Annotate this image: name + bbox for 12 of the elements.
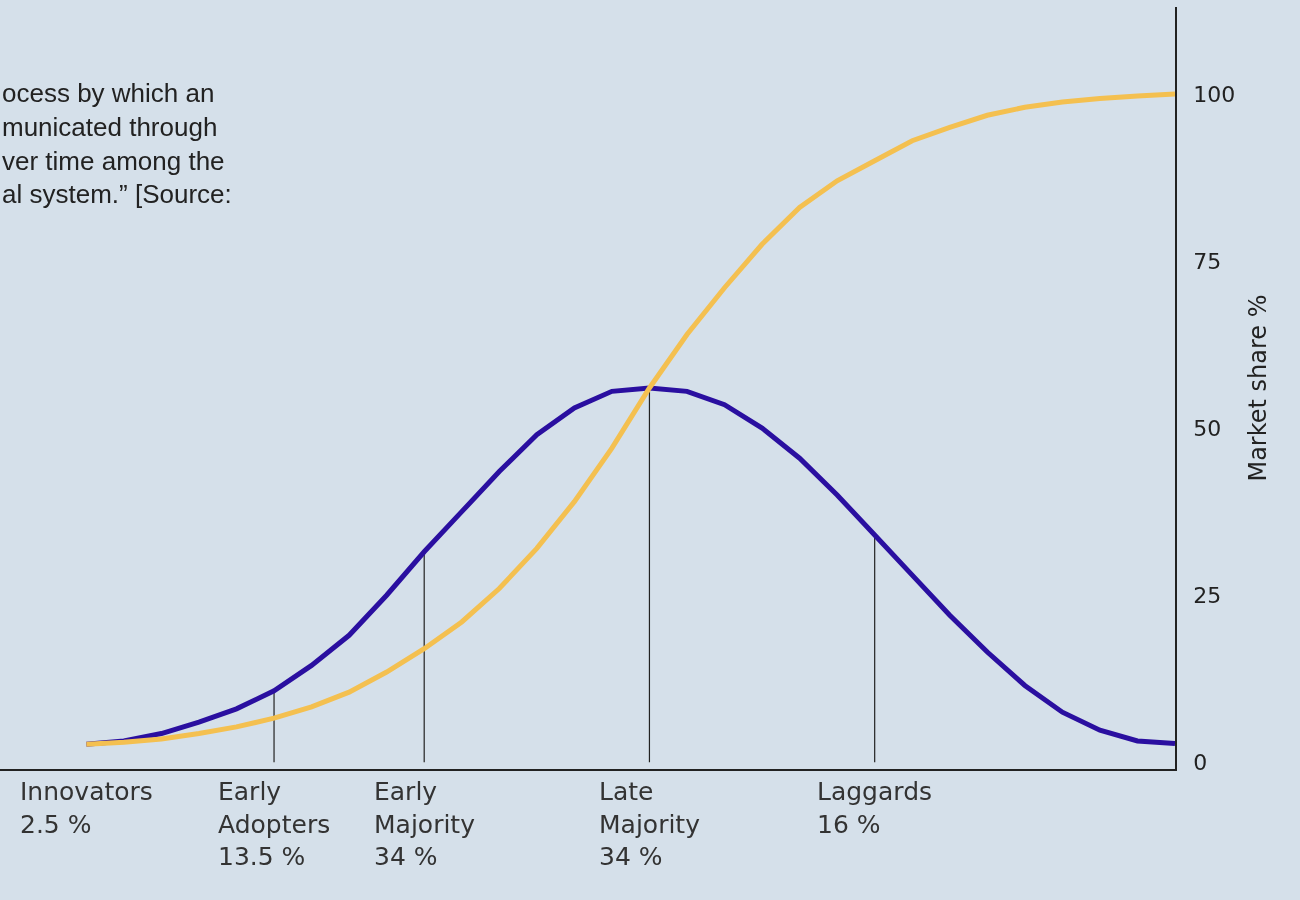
x-tick-label: Late Majority 34 %	[599, 777, 701, 871]
annotation: ocess by which an municated through ver time among the al system.” [Source:	[2, 78, 232, 210]
y-tick-label: 0	[1193, 750, 1208, 776]
x-tick-label: Early Adopters 13.5 %	[218, 777, 331, 871]
y-tick-label: 100	[1193, 81, 1236, 107]
y-tick-label: 50	[1193, 415, 1222, 441]
y-axis-title: Market share %	[1243, 294, 1272, 482]
y-tick-label: 75	[1193, 248, 1222, 274]
x-tick-label: Innovators 2.5 %	[20, 777, 153, 839]
x-tick-label: Early Majority 34 %	[374, 777, 476, 871]
y-tick-label: 25	[1193, 582, 1222, 608]
x-tick-label: Laggards 16 %	[817, 777, 933, 839]
